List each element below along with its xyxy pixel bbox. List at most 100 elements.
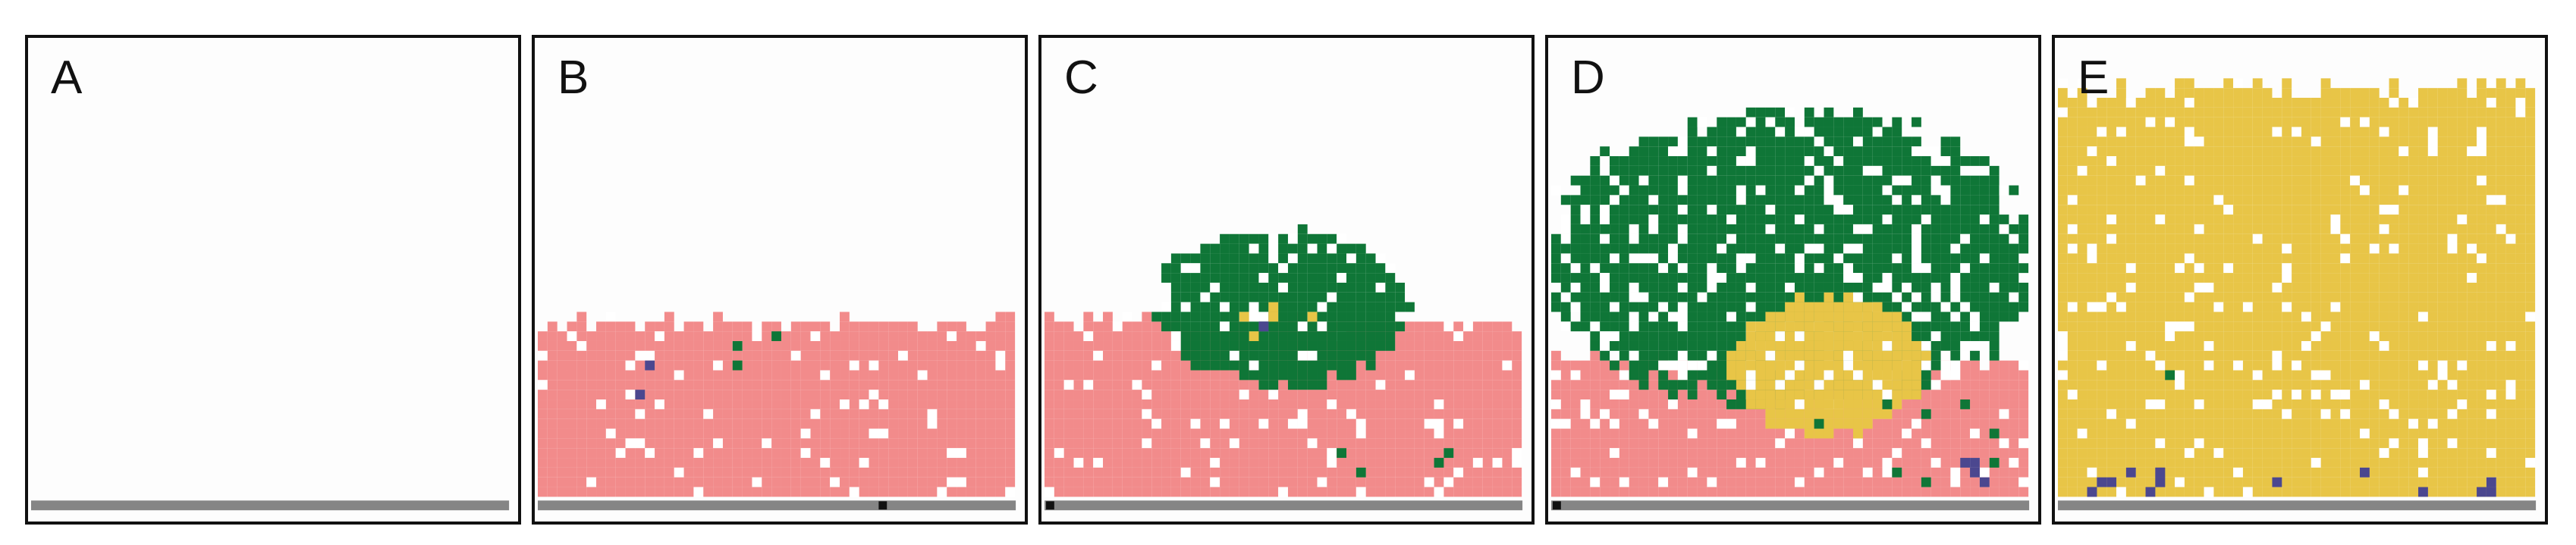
pink-cell (1073, 331, 1084, 341)
green-cell (1853, 282, 1863, 293)
pink-cell (1930, 418, 1941, 429)
green-cell (1297, 292, 1308, 302)
yellow-cell (2116, 360, 2126, 371)
green-cell (1638, 331, 1649, 341)
green-cell (1921, 165, 1931, 176)
yellow-cell (2213, 205, 2224, 215)
pink-cell (1745, 477, 1756, 487)
pink-cell (2018, 487, 2029, 497)
green-cell (1297, 263, 1308, 274)
pink-cell (790, 380, 801, 390)
yellow-cell (2184, 205, 2194, 215)
yellow-cell (2155, 390, 2166, 400)
yellow-cell (2223, 409, 2234, 419)
yellow-cell (1745, 321, 1756, 332)
pink-cell (586, 438, 597, 449)
pink-cell (1093, 370, 1104, 381)
green-cell (1892, 273, 1902, 283)
green-cell (1726, 380, 1736, 390)
pink-cell (781, 487, 791, 497)
yellow-cell (2058, 321, 2068, 332)
pink-cell (1882, 418, 1893, 429)
green-cell (2009, 302, 2019, 312)
empty-cell (859, 399, 869, 409)
pink-cell (966, 350, 976, 361)
green-cell (1979, 195, 1990, 205)
green-cell (1629, 175, 1639, 186)
yellow-cell (1833, 321, 1844, 332)
green-cell (1210, 292, 1220, 302)
pink-cell (1989, 477, 2000, 487)
pink-cell (1794, 487, 1805, 497)
green-cell (1785, 224, 1795, 234)
empty-cell (1190, 263, 1201, 274)
green-cell (1287, 282, 1298, 293)
empty-cell (1337, 273, 1347, 283)
pink-cell (898, 399, 908, 409)
green-cell (1755, 282, 1766, 293)
green-cell (1658, 146, 1669, 157)
green-cell (1970, 215, 1980, 224)
pink-cell (1229, 409, 1239, 419)
pink-cell (1979, 418, 1990, 429)
yellow-cell (2116, 263, 2126, 274)
pink-cell (2009, 380, 2019, 390)
pink-cell (1395, 331, 1406, 341)
yellow-cell (1833, 409, 1844, 419)
green-cell (1814, 156, 1824, 166)
pink-cell (732, 438, 743, 449)
pink-cell (1132, 467, 1142, 478)
yellow-cell (2213, 487, 2224, 497)
green-cell (1979, 263, 1990, 274)
yellow-cell (1833, 399, 1844, 409)
yellow-cell (2204, 98, 2214, 108)
pink-cell (1405, 360, 1415, 371)
empty-cell (859, 458, 869, 468)
yellow-cell (2175, 312, 2185, 322)
pink-cell (605, 477, 616, 487)
pink-cell (703, 448, 714, 459)
pink-cell (1424, 409, 1434, 419)
pink-cell (1210, 390, 1220, 400)
pink-cell (1210, 448, 1220, 459)
pink-cell (1424, 399, 1434, 409)
pink-cell (1930, 409, 1941, 419)
empty-cell (1677, 370, 1688, 381)
pink-cell (567, 409, 577, 419)
pink-cell (1785, 467, 1795, 478)
yellow-cell (2125, 409, 2136, 419)
empty-cell (1063, 380, 1074, 390)
green-cell (1346, 302, 1356, 312)
pink-cell (800, 340, 811, 351)
pink-cell (693, 458, 704, 468)
pink-cell (2018, 467, 2029, 478)
green-cell (1229, 243, 1239, 254)
pink-cell (752, 409, 762, 419)
yellow-cell (2175, 146, 2185, 157)
green-cell (1912, 273, 1921, 283)
yellow-cell (2213, 292, 2224, 302)
green-cell (1170, 263, 1181, 274)
pink-cell (1093, 321, 1104, 332)
pink-cell (1619, 409, 1629, 419)
green-cell (1745, 127, 1756, 137)
green-cell (1843, 165, 1854, 176)
pink-cell (1892, 487, 1902, 497)
green-cell (1668, 350, 1678, 361)
green-cell (1765, 136, 1776, 147)
pink-cell (1726, 448, 1736, 459)
yellow-cell (2213, 428, 2224, 439)
pink-cell (1726, 458, 1736, 468)
empty-cell (2087, 98, 2097, 108)
yellow-cell (2165, 273, 2175, 283)
yellow-cell (2087, 282, 2097, 293)
pink-cell (625, 467, 636, 478)
pink-cell (1930, 487, 1941, 497)
pink-cell (917, 399, 928, 409)
green-cell (1229, 273, 1239, 283)
empty-cell (1638, 253, 1649, 264)
pink-cell (1054, 321, 1064, 332)
pink-cell (1472, 390, 1483, 400)
empty-cell (2184, 136, 2194, 147)
green-cell (1814, 418, 1824, 429)
